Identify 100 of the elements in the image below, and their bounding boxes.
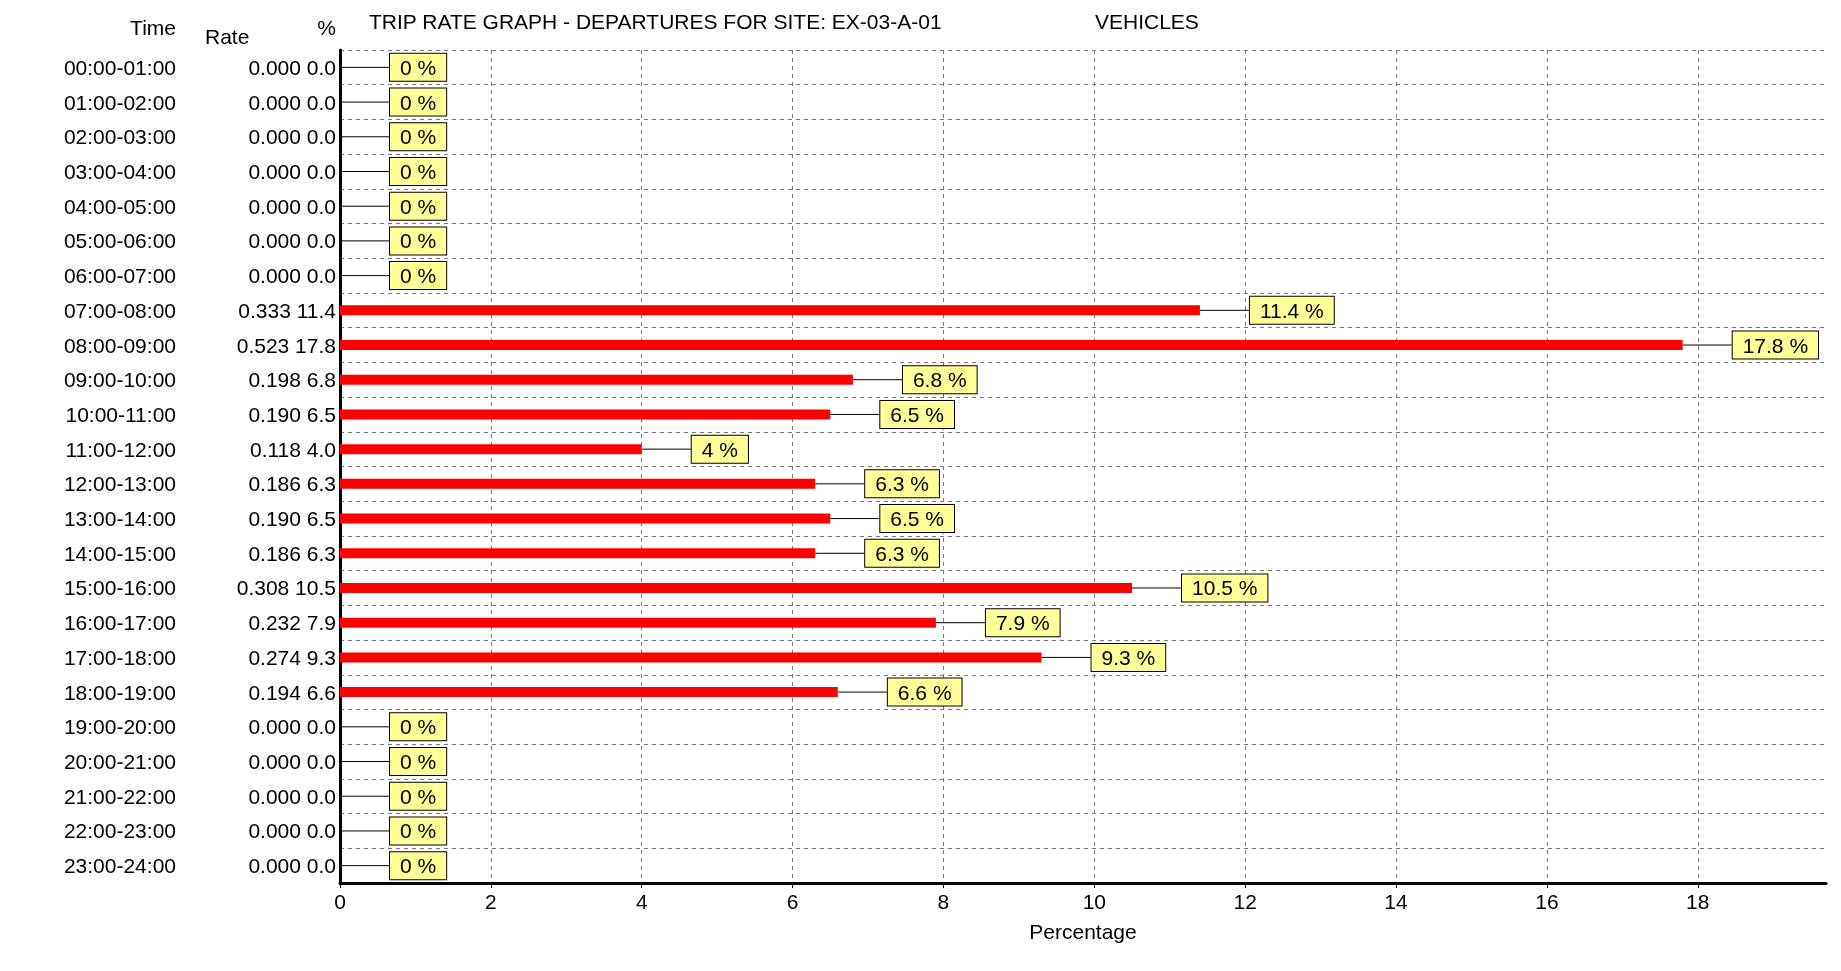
y-tick-label: 03:00-04:00 — [63, 159, 176, 183]
data-label: 11.4 % — [1259, 298, 1324, 322]
data-label: 6.3 % — [875, 472, 929, 496]
chart-subtitle: VEHICLES — [1095, 10, 1199, 33]
y-tick-label: 19:00-20:00 — [63, 715, 176, 739]
data-label: 10.5 % — [1192, 576, 1258, 600]
data-label: 0 % — [400, 819, 437, 843]
y2-tick-label: 0.190 6.5 — [248, 507, 336, 531]
x-tick-label: 16 — [1535, 890, 1559, 913]
data-label: 0 % — [400, 854, 437, 878]
y-tick-label: 02:00-03:00 — [63, 125, 176, 149]
x-tick-label: 0 — [334, 890, 346, 913]
y-tick-label: 06:00-07:00 — [63, 264, 176, 288]
data-label: 0 % — [400, 55, 437, 79]
bar — [340, 444, 642, 455]
y2-tick-label: 0.194 6.6 — [248, 680, 336, 704]
data-label: 0 % — [400, 784, 437, 808]
x-tick-label: 10 — [1082, 890, 1106, 913]
y2-tick-label: 0.000 0.0 — [248, 750, 336, 774]
bar — [340, 478, 816, 489]
y2-tick-label: 0.333 11.4 — [238, 298, 337, 322]
data-label: 17.8 % — [1742, 333, 1809, 357]
y2-tick-label: 0.232 7.9 — [248, 611, 336, 635]
y2-tick-label: 0.118 4.0 — [249, 437, 336, 461]
data-label: 0 % — [400, 264, 437, 288]
y2-tick-label: 0.000 0.0 — [248, 819, 336, 843]
y-tick-label: 05:00-06:00 — [63, 229, 176, 253]
bar — [340, 652, 1042, 663]
x-tick-label: 14 — [1384, 890, 1409, 913]
y-tick-label: 16:00-17:00 — [63, 611, 176, 635]
y-tick-label: 10:00-11:00 — [65, 402, 176, 426]
data-label: 6.5 % — [890, 507, 945, 531]
data-label: 0 % — [400, 90, 437, 114]
y2-tick-label: 0.000 0.0 — [248, 854, 336, 878]
x-tick-label: 6 — [786, 890, 799, 913]
y-tick-label: 17:00-18:00 — [63, 645, 176, 669]
bar — [340, 548, 816, 559]
y2-tick-label: 0.186 6.3 — [248, 541, 336, 565]
y-tick-label: 22:00-23:00 — [63, 819, 176, 843]
y2-tick-label: 0.000 0.0 — [248, 194, 336, 218]
data-label: 0 % — [400, 194, 437, 218]
x-tick-label: 8 — [937, 890, 950, 913]
y2-tick-label: 0.000 0.0 — [248, 55, 336, 79]
data-label: 0 % — [400, 159, 437, 183]
data-label: 6.6 % — [897, 680, 952, 704]
y2-tick-label: 0.000 0.0 — [248, 90, 336, 114]
bar — [340, 305, 1200, 316]
text: Time — [130, 16, 176, 39]
data-label: 0 % — [400, 125, 437, 149]
data-label: 0 % — [400, 750, 437, 774]
y2-tick-label: 0.186 6.3 — [248, 472, 336, 496]
y2-tick-label: 0.190 6.5 — [248, 402, 336, 426]
data-label: 6.5 % — [890, 402, 945, 426]
x-tick-label: 4 — [635, 890, 648, 913]
y-tick-label: 12:00-13:00 — [63, 472, 176, 496]
y-tick-label: 23:00-24:00 — [63, 854, 176, 878]
y2-tick-label: 0.308 10.5 — [236, 576, 336, 600]
y2-tick-label: 0.000 0.0 — [248, 264, 336, 288]
x-tick-label: 12 — [1233, 890, 1257, 913]
bar — [340, 513, 831, 524]
y2-tick-label: 0.000 0.0 — [248, 159, 336, 183]
bar — [340, 617, 936, 628]
y-tick-label: 08:00-09:00 — [63, 333, 176, 357]
y-tick-label: 13:00-14:00 — [63, 507, 176, 531]
x-axis-title: Percentage — [1029, 920, 1137, 943]
y2-tick-label: 0.000 0.0 — [248, 784, 336, 808]
y-tick-label: 09:00-10:00 — [63, 368, 176, 392]
data-label: 6.8 % — [912, 368, 967, 392]
y2-tick-label: 0.000 0.0 — [248, 125, 336, 149]
data-label: 6.3 % — [875, 541, 929, 565]
y2-tick-label: 0.198 6.8 — [248, 368, 336, 392]
y-tick-label: 11:00-12:00 — [65, 437, 176, 461]
bar — [340, 374, 853, 385]
y2-tick-label: 0.523 17.8 — [236, 333, 336, 357]
y2-tick-label: 0.000 0.0 — [248, 715, 336, 739]
y-tick-label: 01:00-02:00 — [63, 90, 176, 114]
y-tick-label: 00:00-01:00 — [63, 55, 176, 79]
bar — [340, 687, 838, 698]
y-tick-label: 20:00-21:00 — [63, 750, 176, 774]
x-tick-label: 18 — [1686, 890, 1710, 913]
bar — [340, 340, 1683, 351]
y2-tick-label: 0.000 0.0 — [248, 229, 336, 253]
y-tick-label: 18:00-19:00 — [63, 680, 176, 704]
y-tick-label: 07:00-08:00 — [63, 298, 176, 322]
y-tick-label: 21:00-22:00 — [63, 784, 176, 808]
x-tick-label: 2 — [485, 890, 497, 913]
bar — [340, 409, 831, 420]
data-label: 9.3 % — [1101, 645, 1156, 669]
text: Rate — [205, 25, 250, 48]
data-label: 0 % — [400, 229, 437, 253]
y-tick-label: 15:00-16:00 — [63, 576, 176, 600]
y-tick-label: 14:00-15:00 — [63, 541, 176, 565]
y-tick-label: 04:00-05:00 — [63, 194, 176, 218]
bar — [340, 582, 1133, 593]
y2-tick-label: 0.274 9.3 — [248, 645, 336, 669]
text: % — [317, 16, 336, 39]
data-label: 7.9 % — [995, 611, 1050, 635]
data-label: 4 % — [701, 437, 738, 461]
chart-title: TRIP RATE GRAPH - DEPARTURES FOR SITE: EX-03-A-01 — [369, 10, 942, 33]
data-label: 0 % — [400, 715, 437, 739]
